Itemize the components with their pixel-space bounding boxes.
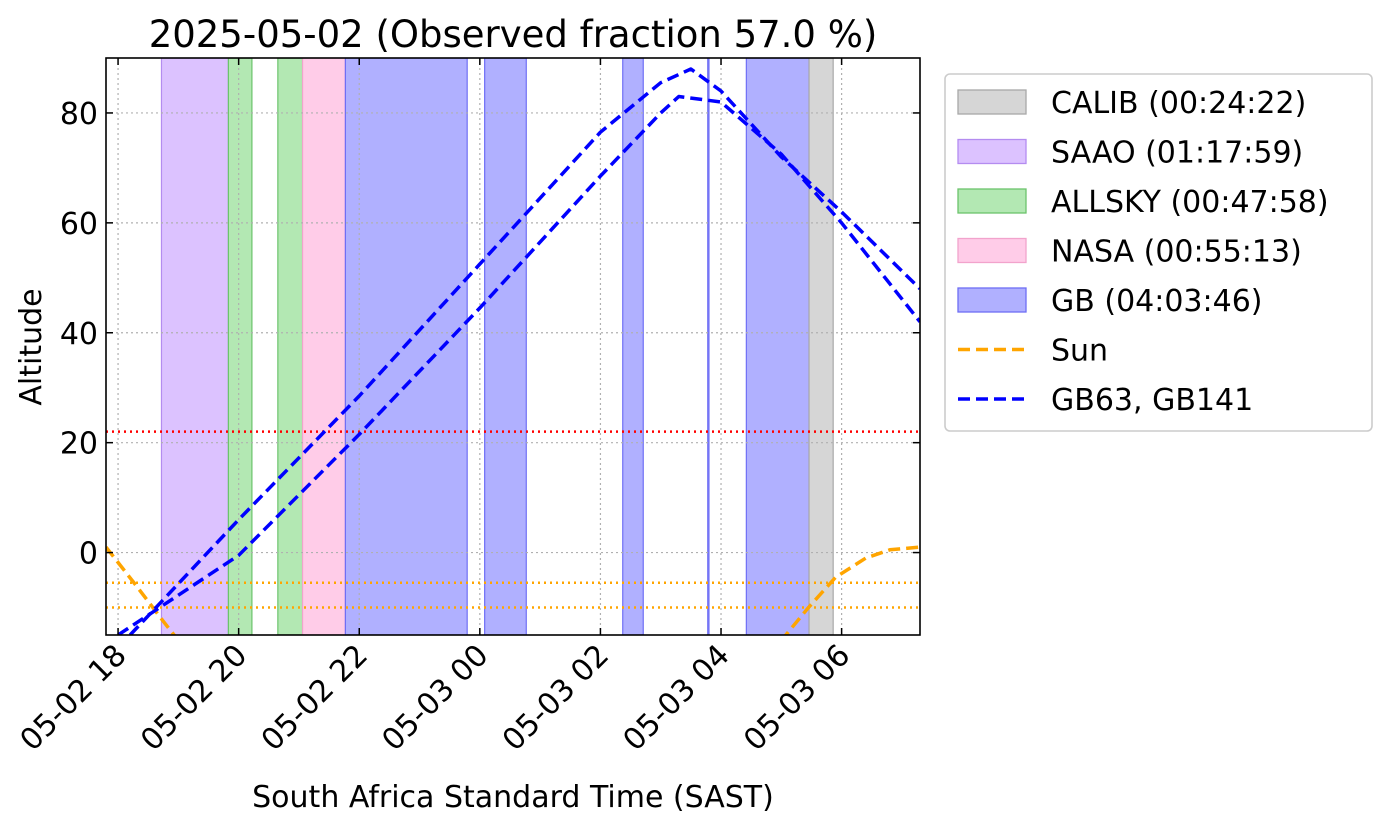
x-tick-label: 05-03 00 [375, 638, 495, 758]
series-sun [106, 545, 920, 635]
y-tick-label: 80 [60, 97, 98, 132]
legend: CALIB (00:24:22) SAAO (01:17:59) ALLSKY (0… [944, 73, 1373, 432]
observation-blocks [160, 58, 834, 635]
series-line [128, 67, 920, 635]
x-tick-label: 05-03 02 [496, 638, 616, 758]
legend-swatch-nasa [957, 237, 1027, 264]
plot-frame [105, 57, 921, 636]
block-allsky [227, 58, 253, 635]
legend-label: GB63, GB141 [1051, 383, 1253, 418]
y-tick-label: 40 [60, 317, 98, 352]
legend-label: Sun [1051, 334, 1108, 369]
altitude-curves [106, 67, 920, 635]
y-axis-label: Altitude [14, 288, 49, 405]
y-tick-label: 20 [60, 427, 98, 462]
x-tick-label: 05-03 06 [737, 638, 857, 758]
block-allsky [277, 58, 304, 635]
reference-lines [106, 430, 920, 609]
legend-label: GB (04:03:46) [1051, 284, 1263, 319]
legend-swatch-allsky [957, 188, 1027, 214]
chart-title: 2025-05-02 (Observed fraction 57.0 %) [149, 13, 878, 56]
legend-label: ALLSKY (00:47:58) [1051, 185, 1329, 220]
legend-swatch-calib [957, 89, 1027, 115]
legend-frame [944, 73, 1373, 432]
y-tick-label: 60 [60, 207, 98, 242]
block-saao [160, 58, 230, 635]
y-tick-label: 0 [79, 537, 98, 572]
block-gb [484, 58, 527, 635]
block-calib [808, 58, 834, 635]
x-tick-label: 05-02 18 [14, 638, 134, 758]
legend-swatch-gb [957, 287, 1027, 313]
legend-label: CALIB (00:24:22) [1051, 86, 1306, 121]
x-tick-label: 05-03 04 [617, 638, 737, 758]
legend-label: NASA (00:55:13) [1051, 235, 1302, 270]
x-axis-label: South Africa Standard Time (SAST) [252, 780, 774, 815]
x-tick-label: 05-02 22 [255, 638, 375, 758]
block-gb [745, 58, 810, 635]
legend-swatch-saao [957, 138, 1027, 165]
block-gb [622, 58, 644, 635]
x-tick-label: 05-02 20 [134, 638, 254, 758]
block-gb [707, 58, 710, 635]
legend-label: SAAO (01:17:59) [1051, 136, 1303, 171]
series-gb63-gb141 [117, 94, 920, 635]
block-nasa [301, 58, 346, 635]
